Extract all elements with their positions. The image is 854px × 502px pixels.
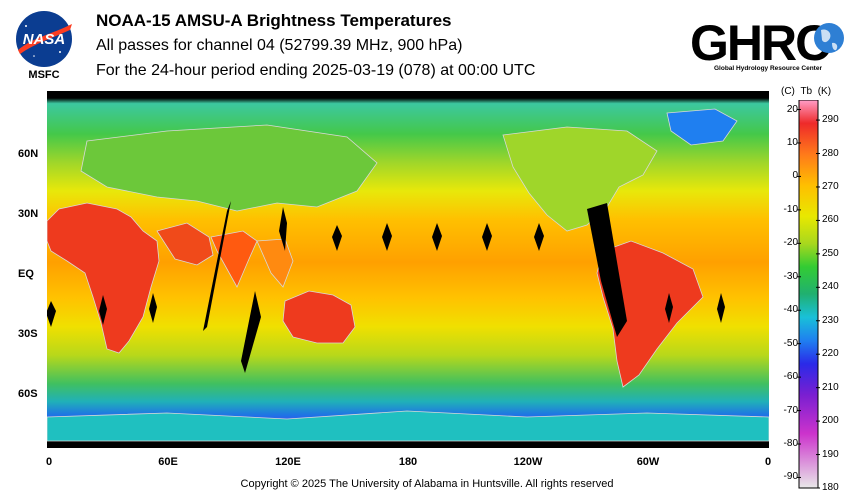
- continents-layer: [47, 108, 769, 442]
- colorbar-unit-c: (C): [781, 86, 795, 97]
- lon-label-60w: 60W: [636, 456, 660, 468]
- nasa-logo-text: NASA: [23, 31, 66, 48]
- colorbar-celsius-tick: -70: [783, 404, 798, 416]
- swath-gap: [432, 223, 442, 251]
- colorbar-celsius-tick: -90: [783, 471, 798, 483]
- swath-gap: [482, 223, 492, 251]
- swath-gap: [279, 207, 287, 251]
- lat-label-eq: EQ: [18, 268, 34, 280]
- colorbar-celsius-tick: -20: [783, 237, 798, 249]
- colorbar-kelvin-tick: 270: [822, 180, 839, 192]
- lon-label-60e: 60E: [158, 456, 178, 468]
- nasa-logo-swoosh: [18, 24, 72, 54]
- lat-label-60s: 60S: [18, 388, 38, 400]
- colorbar-kelvin-tick: 290: [822, 114, 839, 126]
- lon-label-180: 180: [398, 456, 418, 468]
- colorbar-gradient: [798, 100, 819, 489]
- south-america-landmass: [596, 240, 704, 388]
- colorbar-unit-tb: Tb: [800, 86, 813, 97]
- page-title: NOAA-15 AMSU-A Brightness Temperatures: [96, 11, 452, 30]
- colorbar-tick-marks: [797, 109, 820, 489]
- colorbar-kelvin-tick: 190: [822, 448, 839, 460]
- period-subtitle: For the 24-hour period ending 2025-03-19…: [96, 62, 536, 79]
- antarctica-landmass: [47, 410, 769, 442]
- msfc-label: MSFC: [28, 69, 60, 81]
- ghrc-logo-text: GHRC: [690, 15, 830, 71]
- europe-asia-landmass: [80, 124, 378, 212]
- colorbar-celsius-tick: 10: [786, 136, 798, 148]
- map-canvas: [47, 91, 769, 448]
- colorbar-celsius-tick: 20: [786, 103, 798, 115]
- lon-label-0-end: 0: [764, 456, 772, 468]
- colorbar-unit-k: (K): [817, 86, 832, 97]
- swath-gap: [47, 301, 56, 327]
- colorbar-units: (C) Tb (K): [781, 86, 831, 97]
- swath-gap: [382, 223, 392, 251]
- lat-label-30s: 30S: [18, 328, 38, 340]
- arabia-landmass: [156, 222, 214, 266]
- swath-gap: [149, 293, 157, 323]
- ghrc-subtitle: Global Hydrology Resource Center: [714, 65, 822, 72]
- lon-label-0: 0: [45, 456, 53, 468]
- lon-label-120e: 120E: [275, 456, 301, 468]
- swath-gap: [534, 223, 544, 251]
- channel-subtitle: All passes for channel 04 (52799.39 MHz,…: [96, 37, 463, 54]
- colorbar-celsius-tick: -30: [783, 270, 798, 282]
- colorbar-kelvin-tick: 280: [822, 147, 839, 159]
- swath-gap: [587, 203, 627, 337]
- lat-label-30n: 30N: [18, 208, 39, 220]
- swath-gap: [203, 201, 231, 331]
- swath-gap: [99, 295, 107, 325]
- colorbar-kelvin-tick: 210: [822, 381, 839, 393]
- southeast-asia-landmass: [256, 238, 294, 288]
- swath-gap: [665, 293, 673, 323]
- colorbar-celsius-tick: -60: [783, 371, 798, 383]
- colorbar-kelvin-tick: 260: [822, 214, 839, 226]
- nasa-logo: NASA: [16, 11, 72, 67]
- ghrc-logo: GHRC: [690, 15, 844, 71]
- colorbar-celsius-tick: -10: [783, 203, 798, 215]
- swath-gap: [717, 293, 725, 323]
- header: NASA MSFC NOAA-15 AMSU-A Brightness Temp…: [0, 0, 854, 92]
- swath-gap: [241, 291, 261, 373]
- colorbar-celsius-tick: -80: [783, 438, 798, 449]
- colorbar-kelvin-tick: 220: [822, 348, 839, 360]
- africa-landmass: [47, 202, 160, 354]
- colorbar-celsius-tick: -50: [783, 337, 798, 349]
- greenland-landmass: [666, 108, 738, 146]
- swath-gap: [332, 225, 342, 251]
- colorbar-celsius-tick: -40: [783, 304, 798, 316]
- australia-landmass: [282, 290, 356, 344]
- colorbar: [797, 100, 820, 489]
- colorbar-kelvin-tick: 200: [822, 415, 839, 427]
- copyright-footer: Copyright © 2025 The University of Alaba…: [240, 478, 614, 490]
- lon-label-120w: 120W: [513, 456, 543, 468]
- data-gap-swaths: [47, 201, 725, 373]
- colorbar-kelvin-tick: 250: [822, 247, 839, 259]
- colorbar-kelvin-tick: 230: [822, 314, 839, 326]
- colorbar-celsius-tick: 0: [792, 170, 798, 182]
- colorbar-kelvin-tick: 240: [822, 281, 839, 293]
- brightness-temperature-map: [47, 91, 769, 448]
- lat-label-60n: 60N: [18, 148, 39, 160]
- colorbar-kelvin-tick: 180: [822, 482, 839, 493]
